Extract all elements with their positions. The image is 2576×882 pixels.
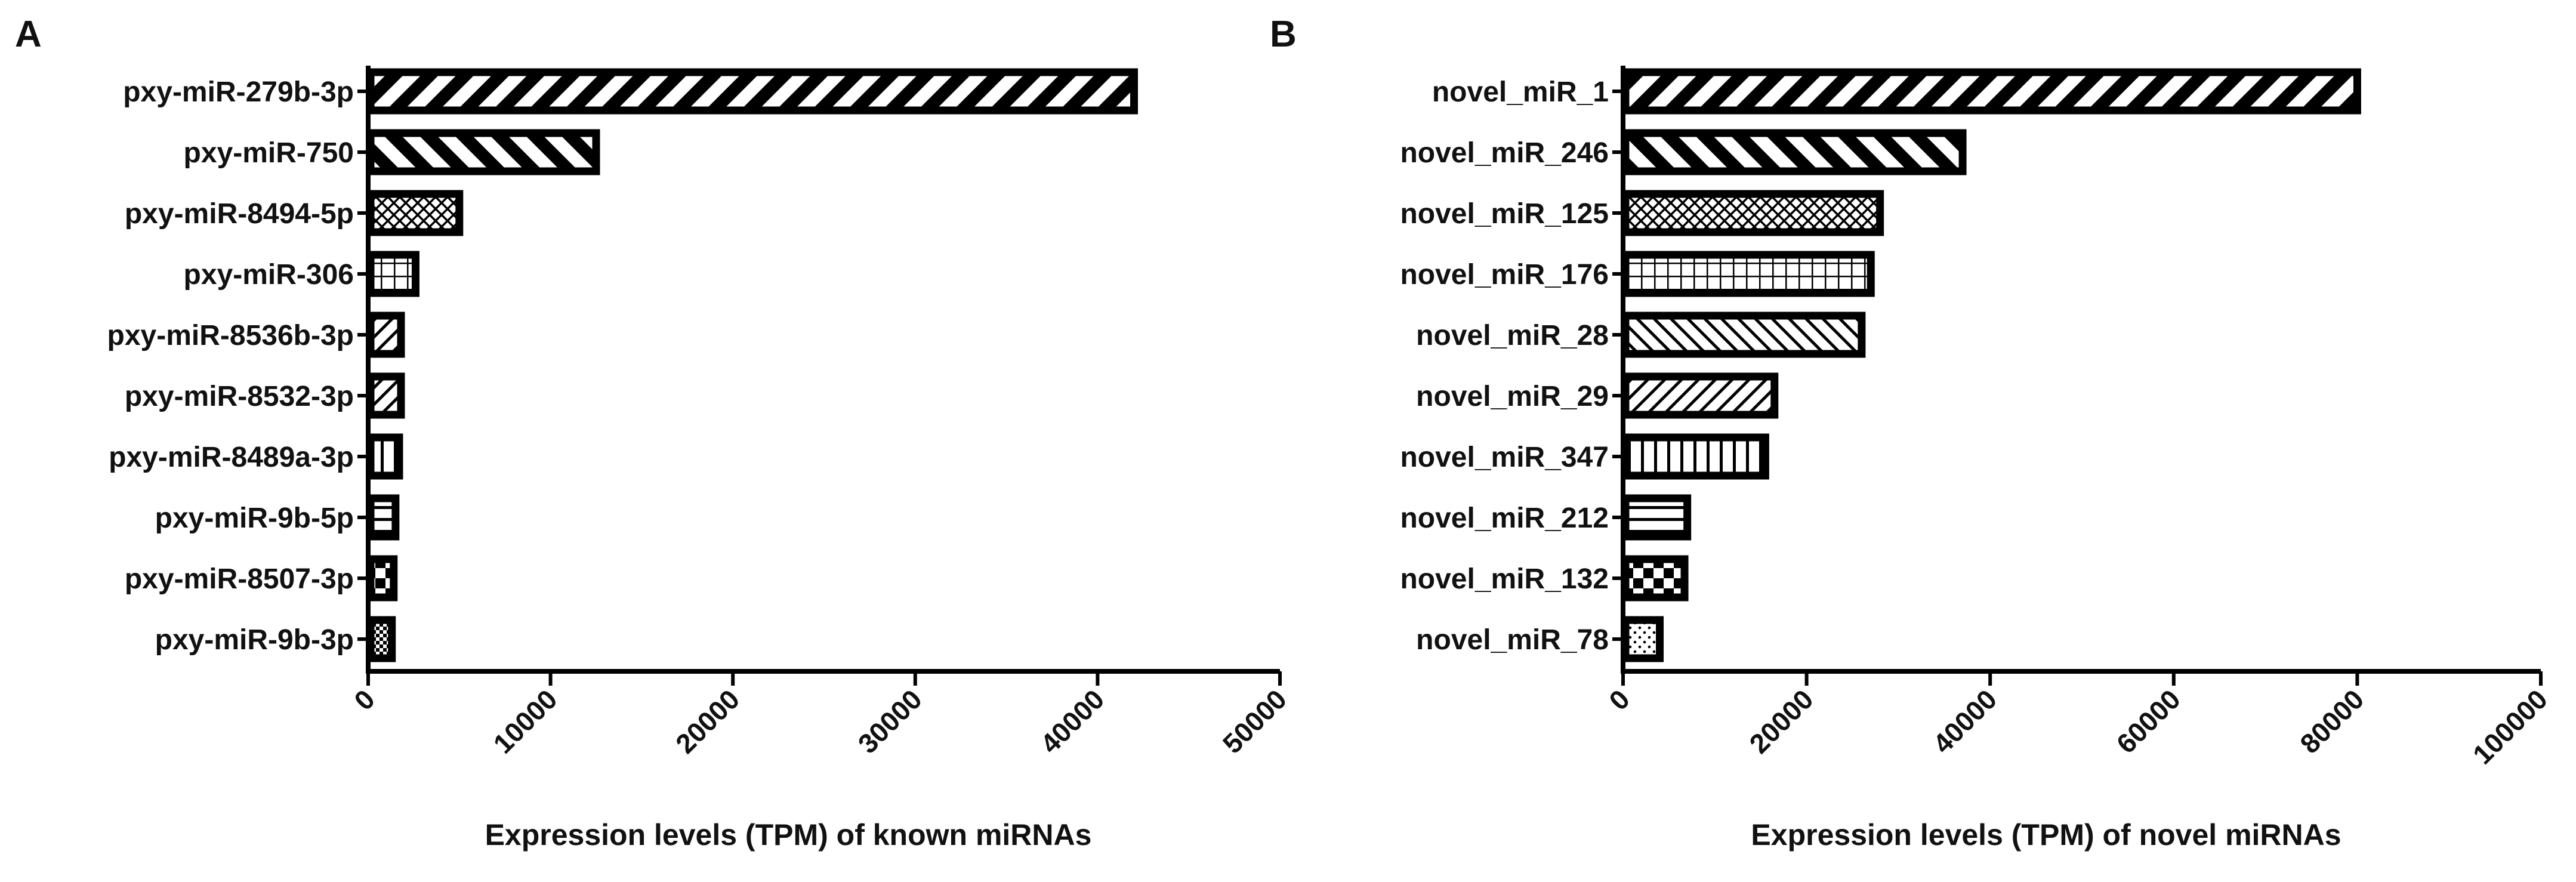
bar [366, 616, 396, 662]
x-axis-title: Expression levels (TPM) of novel miRNAs [1751, 818, 2341, 852]
x-tick-label: 80000 [2294, 683, 2370, 759]
panel-letter: A [15, 14, 42, 55]
category-label: pxy-miR-8507-3p [125, 563, 354, 595]
bar [1621, 616, 1664, 662]
category-label: novel_miR_176 [1400, 259, 1609, 291]
category-label: novel_miR_125 [1400, 198, 1609, 230]
bar [366, 190, 464, 236]
category-label: pxy-miR-8536b-3p [107, 320, 354, 351]
category-label: pxy-miR-9b-5p [155, 502, 354, 534]
bar [366, 68, 1139, 115]
x-tick-label: 40000 [1034, 683, 1110, 759]
x-tick-label: 0 [1603, 683, 1636, 716]
panel-letter: B [1270, 14, 1297, 55]
x-axis-title: Expression levels (TPM) of known miRNAs [485, 818, 1092, 852]
x-tick-label: 20000 [1743, 683, 1819, 759]
category-label: pxy-miR-8489a-3p [109, 442, 354, 473]
x-tick-label: 20000 [670, 683, 745, 759]
bar [366, 494, 400, 541]
bar [1621, 312, 1866, 358]
bar [1621, 372, 1779, 419]
category-label: pxy-miR-9b-3p [155, 624, 354, 656]
bar [366, 372, 405, 419]
x-tick-label: 100000 [2467, 683, 2553, 770]
x-tick-label: 60000 [2111, 683, 2186, 759]
bar [1621, 68, 2361, 115]
bar [366, 129, 600, 175]
category-label: pxy-miR-306 [184, 259, 354, 291]
bar [366, 251, 419, 297]
bar [1621, 251, 1875, 297]
category-label: novel_miR_78 [1416, 624, 1609, 656]
category-label: novel_miR_212 [1400, 502, 1609, 534]
x-tick-label: 10000 [487, 683, 563, 759]
category-label: novel_miR_132 [1400, 563, 1609, 595]
bar [366, 555, 398, 602]
bar [1621, 494, 1692, 541]
bar [1621, 555, 1689, 602]
bar [1621, 129, 1967, 175]
x-tick-label: 50000 [1217, 683, 1292, 759]
bar [1621, 433, 1769, 480]
x-tick-label: 40000 [1927, 683, 2003, 759]
bar [1621, 190, 1884, 236]
category-label: novel_miR_246 [1400, 137, 1609, 169]
category-label: novel_miR_28 [1416, 320, 1609, 351]
category-label: pxy-miR-750 [184, 137, 354, 169]
category-label: pxy-miR-8532-3p [125, 381, 354, 412]
category-label: novel_miR_29 [1416, 381, 1609, 412]
x-tick-label: 30000 [852, 683, 928, 759]
category-label: pxy-miR-279b-3p [123, 76, 354, 108]
x-tick-label: 0 [348, 683, 381, 716]
bar [366, 433, 403, 480]
category-label: novel_miR_347 [1400, 442, 1609, 473]
category-label: novel_miR_1 [1432, 76, 1609, 108]
category-label: pxy-miR-8494-5p [125, 198, 354, 230]
bar [366, 312, 405, 358]
